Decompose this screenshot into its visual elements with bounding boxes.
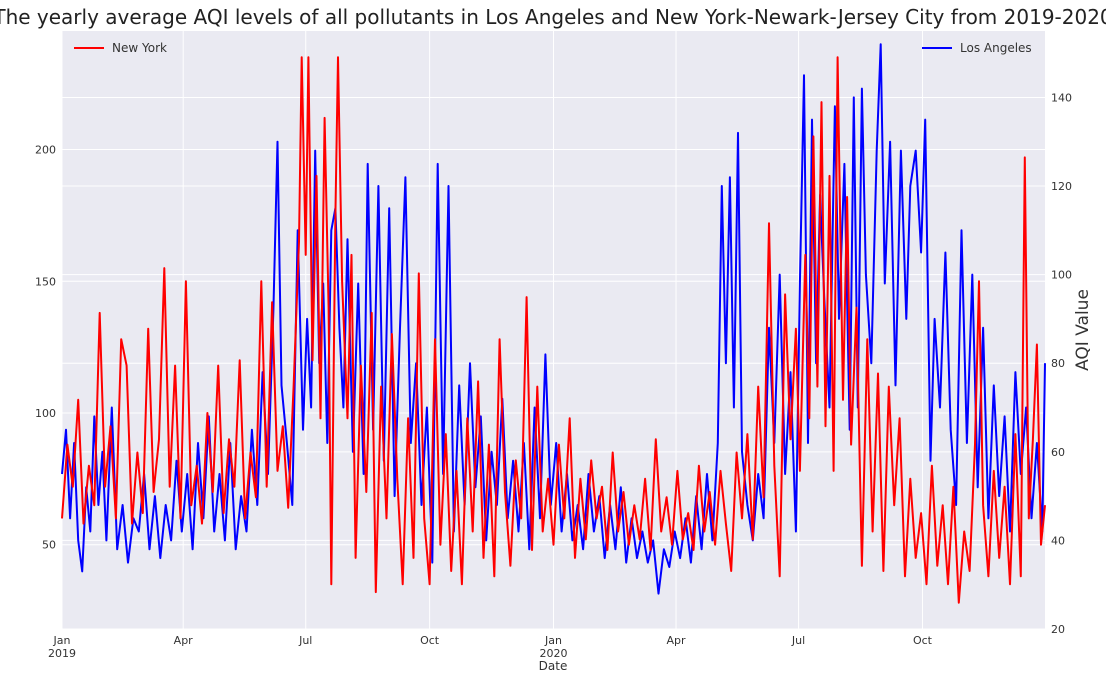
y-left-tick-label: 200 [35, 144, 56, 157]
x-axis-label: Date [539, 659, 568, 673]
x-tick-label: Oct [913, 634, 933, 647]
legend-los-angeles: Los Angeles [922, 41, 1032, 55]
series-layer [61, 43, 1046, 604]
x-tick-sublabel: 2020 [540, 647, 568, 660]
legend-label-los-angeles: Los Angeles [960, 41, 1032, 55]
series-line-los-angeles [61, 43, 1046, 595]
y-left-tick-label: 150 [35, 275, 56, 288]
y2-axis-label: AQI Value [1073, 289, 1093, 371]
y-right-tick-label: 80 [1051, 357, 1065, 370]
y-right-tick-label: 60 [1051, 446, 1065, 459]
x-tick-label: Oct [420, 634, 440, 647]
y-right-tick-label: 40 [1051, 534, 1065, 547]
chart-title: The yearly average AQI levels of all pol… [0, 5, 1106, 29]
y-left-tick-label: 100 [35, 407, 56, 420]
y-left-tick-label: 50 [42, 539, 56, 552]
x-tick-label: Jan [53, 634, 71, 647]
legend-new-york: New York [74, 41, 167, 55]
x-tick-label: Apr [174, 634, 194, 647]
y-right-tick-label: 140 [1051, 91, 1072, 104]
legend-label-new-york: New York [112, 41, 167, 55]
x-tick-label: Apr [667, 634, 687, 647]
series-line-new-york [61, 56, 1046, 604]
y-right-tick-label: 20 [1051, 623, 1065, 636]
x-tick-label: Jul [791, 634, 805, 647]
y-right-tick-label: 120 [1051, 180, 1072, 193]
x-tick-label: Jul [298, 634, 312, 647]
y-right-tick-label: 100 [1051, 269, 1072, 282]
x-tick-label: Jan [544, 634, 562, 647]
x-tick-sublabel: 2019 [48, 647, 76, 660]
